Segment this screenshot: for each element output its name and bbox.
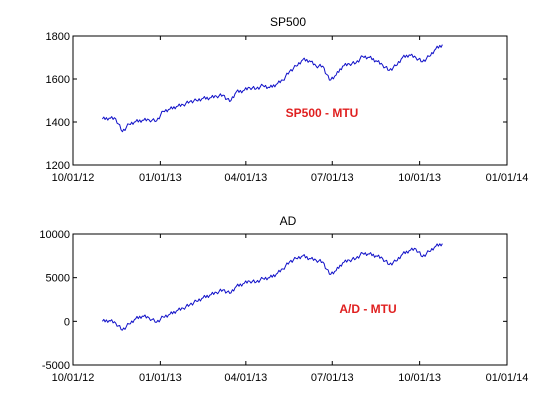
- ad-x-tick-label: 10/01/12: [52, 372, 95, 384]
- sp500-x-tick-label: 01/01/14: [486, 172, 529, 184]
- sp500-x-tick-label: 04/01/13: [224, 172, 267, 184]
- sp500-annotation: SP500 - MTU: [286, 106, 359, 120]
- ad-annotation: A/D - MTU: [339, 302, 396, 316]
- sp500-x-tick-label: 01/01/13: [139, 172, 182, 184]
- sp500-series-line: [101, 44, 443, 133]
- sp500-x-tick-label: 10/01/12: [52, 172, 95, 184]
- sp500-plot-frame: [72, 35, 508, 166]
- ad-y-tick-label: 5000: [46, 273, 70, 285]
- sp500-y-tick-label: 1200: [46, 160, 70, 172]
- ad-plot-frame: [72, 233, 508, 366]
- ad-y-tick-label: 0: [64, 316, 70, 328]
- ad-x-tick-label: 10/01/13: [398, 372, 441, 384]
- sp500-y-tick-label: 1400: [46, 117, 70, 129]
- ad-x-tick-label: 01/01/14: [486, 372, 529, 384]
- sp500-x-tick-label: 10/01/13: [398, 172, 441, 184]
- sp500-x-tick-label: 07/01/13: [311, 172, 354, 184]
- ad-y-tick-label: -5000: [42, 360, 70, 372]
- ad-y-tick-label: 10000: [39, 229, 70, 241]
- ad-title: AD: [280, 214, 297, 228]
- sp500-panel: SP500 1200 1400 1600 1800 10/01/12 01/01/13 0…: [46, 15, 529, 184]
- sp500-y-axis: 1200 1400 1600 1800: [46, 31, 507, 172]
- ad-x-tick-label: 04/01/13: [224, 372, 267, 384]
- ad-x-tick-label: 07/01/13: [311, 372, 354, 384]
- sp500-x-axis: 10/01/12 01/01/13 04/01/13 07/01/13 10/01/13…: [52, 36, 529, 184]
- ad-series-line: [101, 243, 443, 331]
- sp500-y-tick-label: 1800: [46, 31, 70, 43]
- sp500-title: SP500: [270, 15, 306, 29]
- sp500-y-tick-label: 1600: [46, 74, 70, 86]
- ad-panel: AD -5000 0 5000 10000 10/01/12 01/01/13 04/01…: [39, 214, 528, 384]
- ad-x-tick-label: 01/01/13: [139, 372, 182, 384]
- ad-x-axis: 10/01/12 01/01/13 04/01/13 07/01/13 10/01/13…: [52, 234, 529, 384]
- ad-y-axis: -5000 0 5000 10000: [39, 229, 507, 372]
